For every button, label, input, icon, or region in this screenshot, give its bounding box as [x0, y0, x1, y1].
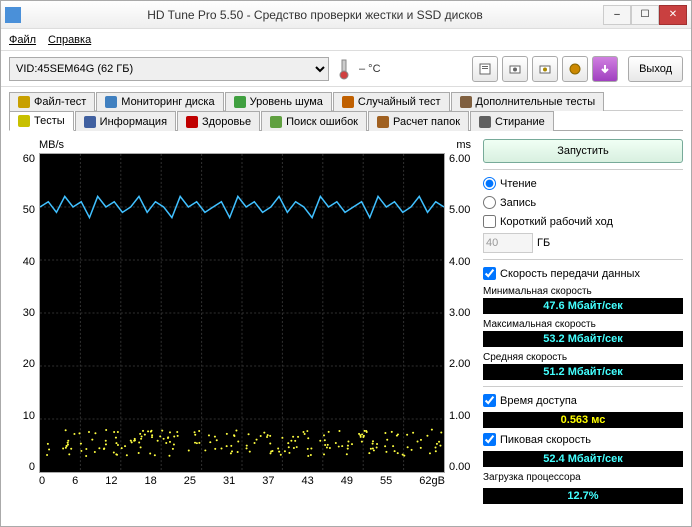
options-button[interactable]: [562, 56, 588, 82]
copy-info-button[interactable]: [472, 56, 498, 82]
burst-checkbox[interactable]: [483, 433, 496, 446]
app-window: HD Tune Pro 5.50 - Средство проверки жес…: [0, 0, 692, 527]
content-area: MB/s ms 6050403020100 6.005.004.003.002.…: [1, 131, 691, 526]
tab-здоровье[interactable]: Здоровье: [177, 111, 260, 131]
drive-select[interactable]: VID:45SEM64G (62 ГБ): [9, 57, 329, 81]
read-radio[interactable]: [483, 177, 496, 190]
tab-icon: [479, 116, 491, 128]
titlebar: HD Tune Pro 5.50 - Средство проверки жес…: [1, 1, 691, 29]
y-left-axis: 6050403020100: [9, 153, 37, 473]
min-speed-label: Минимальная скорость: [483, 285, 683, 298]
access-label: Время доступа: [500, 395, 577, 407]
max-speed-value: 53.2 Мбайт/сек: [483, 331, 683, 347]
chart-area: MB/s ms 6050403020100 6.005.004.003.002.…: [9, 139, 475, 518]
toolbar: VID:45SEM64G (62 ГБ) – °C Выход: [1, 51, 691, 87]
tab-поиск-ошибок[interactable]: Поиск ошибок: [261, 111, 367, 131]
y-right-axis: 6.005.004.003.002.001.000.00: [447, 153, 475, 473]
menubar: Файл Справка: [1, 29, 691, 51]
size-input: [483, 233, 533, 253]
tab-стирание[interactable]: Стирание: [470, 111, 554, 131]
read-label: Чтение: [500, 178, 537, 190]
tab-информация[interactable]: Информация: [75, 111, 176, 131]
min-speed-value: 47.6 Мбайт/сек: [483, 298, 683, 314]
avg-speed-label: Средняя скорость: [483, 351, 683, 364]
tab-icon: [234, 96, 246, 108]
x-axis: 06121825313743495562gB: [39, 473, 445, 487]
tab-row-top: Файл-тестМониторинг дискаУровень шумаСлу…: [9, 91, 683, 111]
tabs-area: Файл-тестМониторинг дискаУровень шумаСлу…: [1, 87, 691, 131]
transfer-checkbox[interactable]: [483, 267, 496, 280]
tab-row-bottom: ТестыИнформацияЗдоровьеПоиск ошибокРасче…: [9, 110, 683, 131]
tab-icon: [84, 116, 96, 128]
menu-file[interactable]: Файл: [9, 34, 36, 46]
tab-icon: [186, 116, 198, 128]
burst-value: 52.4 Мбайт/сек: [483, 451, 683, 467]
max-speed-label: Максимальная скорость: [483, 318, 683, 331]
tab-уровень-шума[interactable]: Уровень шума: [225, 92, 332, 111]
window-title: HD Tune Pro 5.50 - Средство проверки жес…: [27, 8, 603, 22]
y-left-label: MB/s: [39, 139, 64, 151]
y-right-label: ms: [456, 139, 471, 151]
cpu-value: 12.7%: [483, 488, 683, 504]
tab-icon: [270, 116, 282, 128]
app-icon: [5, 7, 21, 23]
tab-icon: [377, 116, 389, 128]
exit-button[interactable]: Выход: [628, 56, 683, 82]
menu-help[interactable]: Справка: [48, 34, 91, 46]
write-radio[interactable]: [483, 196, 496, 209]
save-button[interactable]: [592, 56, 618, 82]
tab-icon: [460, 96, 472, 108]
short-checkbox[interactable]: [483, 215, 496, 228]
side-panel: Запустить Чтение Запись Короткий рабочий…: [483, 139, 683, 518]
tab-icon: [342, 96, 354, 108]
access-value: 0.563 мс: [483, 412, 683, 428]
close-button[interactable]: ✕: [659, 5, 687, 25]
run-button[interactable]: Запустить: [483, 139, 683, 163]
tab-файл-тест[interactable]: Файл-тест: [9, 92, 95, 111]
burst-label: Пиковая скорость: [500, 434, 591, 446]
benchmark-chart: [39, 153, 445, 473]
access-checkbox[interactable]: [483, 394, 496, 407]
cpu-label: Загрузка процессора: [483, 471, 683, 484]
temperature-value: – °C: [359, 63, 381, 75]
tab-мониторинг-диска[interactable]: Мониторинг диска: [96, 92, 223, 111]
tab-случайный-тест[interactable]: Случайный тест: [333, 92, 450, 111]
save-screenshot-button[interactable]: [532, 56, 558, 82]
thermometer-icon: [337, 58, 351, 80]
short-label: Короткий рабочий ход: [500, 216, 613, 228]
tab-дополнительные-тесты[interactable]: Дополнительные тесты: [451, 92, 605, 111]
tab-расчет-папок[interactable]: Расчет папок: [368, 111, 469, 131]
write-label: Запись: [500, 197, 536, 209]
copy-screenshot-button[interactable]: [502, 56, 528, 82]
size-unit: ГБ: [537, 237, 550, 249]
tab-icon: [18, 115, 30, 127]
transfer-label: Скорость передачи данных: [500, 268, 640, 280]
maximize-button[interactable]: ☐: [631, 5, 659, 25]
tab-icon: [105, 96, 117, 108]
minimize-button[interactable]: –: [603, 5, 631, 25]
tab-icon: [18, 96, 30, 108]
tab-тесты[interactable]: Тесты: [9, 111, 74, 131]
avg-speed-value: 51.2 Мбайт/сек: [483, 364, 683, 380]
